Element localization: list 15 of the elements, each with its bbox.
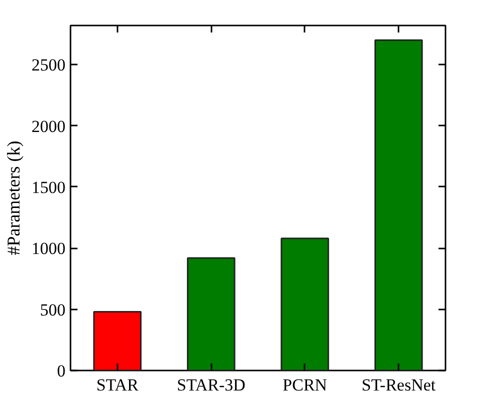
- y-tick-label: 2000: [32, 116, 66, 136]
- bar: [374, 39, 423, 370]
- y-tick-label: 500: [40, 300, 66, 320]
- x-tick-label: STAR: [96, 376, 140, 394]
- x-tick-label: PCRN: [282, 376, 328, 394]
- x-tick-label: STAR-3D: [176, 376, 246, 394]
- bar: [93, 311, 142, 370]
- y-tick-label: 2500: [32, 56, 66, 75]
- x-tick-label: ST-ResNet: [362, 376, 436, 394]
- y-tick-label: 1000: [32, 239, 66, 258]
- y-tick-label: 1500: [32, 178, 66, 197]
- bar: [186, 257, 236, 370]
- y-axis-title: #Parameters (k): [4, 140, 24, 256]
- y-tick-label: 0: [57, 362, 66, 380]
- bar: [280, 238, 330, 370]
